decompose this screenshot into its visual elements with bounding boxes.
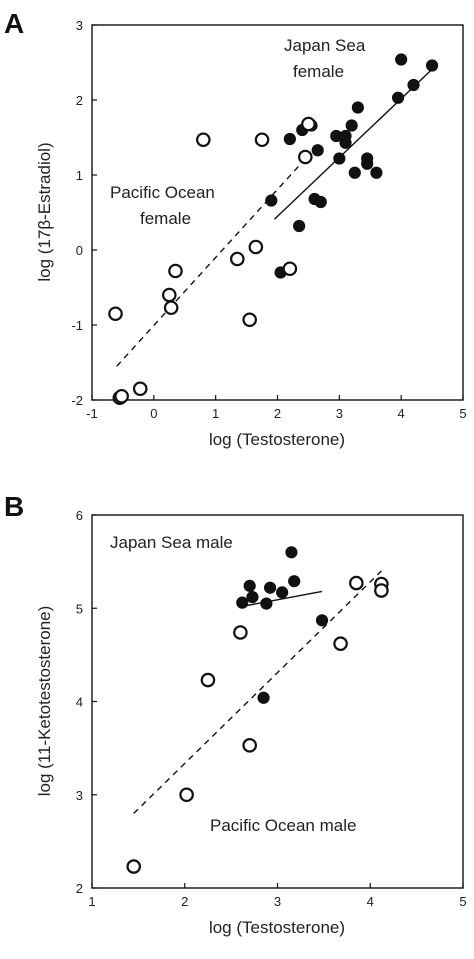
- x-tick-label: 1: [212, 406, 219, 421]
- y-tick-label: 2: [76, 93, 83, 108]
- point-open: [179, 787, 194, 803]
- point-filled: [339, 136, 352, 149]
- x-tick-label: 2: [274, 406, 281, 421]
- point-filled: [315, 614, 329, 627]
- y-tick-label: 6: [76, 508, 83, 523]
- annotation-female-japan-a: female: [293, 62, 344, 81]
- point-open: [233, 625, 248, 640]
- point-open: [282, 261, 298, 277]
- fit-lines-b: [133, 570, 382, 814]
- point-filled: [395, 53, 408, 66]
- y-tick-label: -2: [71, 393, 83, 408]
- x-axis-label-b: log (Testosterone): [209, 918, 345, 937]
- y-tick-label: 5: [76, 601, 83, 616]
- data-points-a: [108, 53, 439, 406]
- point-filled: [370, 166, 383, 179]
- annotation-japan-sea-male-b: Japan Sea male: [110, 533, 233, 552]
- point-open: [196, 132, 211, 148]
- point-filled: [333, 152, 346, 165]
- fit-line-b-pacific: [133, 570, 382, 814]
- point-open: [242, 738, 257, 753]
- point-filled: [246, 590, 259, 604]
- annotation-female-pacific-a: female: [140, 209, 191, 228]
- y-tick-label: 3: [76, 18, 83, 33]
- y-tick-label: 4: [76, 695, 83, 710]
- point-open: [242, 312, 257, 328]
- point-open: [230, 251, 245, 267]
- y-tick-label: -1: [71, 318, 83, 333]
- x-tick-label: 4: [398, 406, 405, 421]
- y-tick-label: 1: [76, 168, 83, 183]
- point-filled: [236, 596, 249, 609]
- point-open: [161, 287, 177, 303]
- point-filled: [293, 219, 306, 233]
- point-filled: [351, 101, 364, 114]
- x-tick-label: 2: [181, 894, 188, 909]
- annotation-pacific-ocean-a: Pacific Ocean: [110, 183, 215, 202]
- point-open: [349, 575, 364, 591]
- point-filled: [345, 119, 358, 132]
- x-tick-label: 1: [88, 894, 95, 909]
- point-filled: [348, 166, 361, 179]
- panel-label-b: B: [4, 491, 24, 522]
- point-filled: [407, 78, 420, 92]
- fit-line-b-japan: [242, 590, 323, 608]
- x-tick-label: -1: [86, 406, 98, 421]
- point-open: [114, 388, 129, 404]
- annotation-japan-sea-a: Japan Sea: [284, 36, 366, 55]
- point-open: [200, 672, 216, 688]
- point-filled: [276, 586, 289, 599]
- point-filled: [361, 152, 374, 165]
- x-tick-label: 3: [336, 406, 343, 421]
- point-filled: [243, 579, 256, 592]
- point-filled: [257, 691, 270, 704]
- x-tick-label: 0: [150, 406, 157, 421]
- point-open: [333, 636, 348, 651]
- x-tick-label: 3: [274, 894, 281, 909]
- point-filled: [425, 59, 439, 72]
- x-tick-label: 5: [459, 894, 466, 909]
- point-filled: [285, 546, 298, 559]
- y-axis-label-a: log (17β-Estradiol): [35, 142, 54, 281]
- point-open: [108, 306, 123, 322]
- y-tick-label: 2: [76, 881, 83, 896]
- point-open: [254, 132, 270, 148]
- point-filled: [260, 597, 273, 610]
- point-filled: [283, 132, 296, 146]
- y-tick-label: 0: [76, 243, 83, 258]
- x-axis-label-a: log (Testosterone): [209, 430, 345, 449]
- point-open: [132, 381, 148, 397]
- x-tick-label: 5: [459, 406, 466, 421]
- fit-lines-a: [116, 68, 433, 367]
- fit-line-a-pacific: [116, 161, 303, 367]
- point-open: [168, 263, 183, 279]
- fit-line-a-japan: [273, 68, 433, 220]
- point-open: [163, 300, 179, 316]
- x-tick-label: 4: [367, 894, 374, 909]
- y-axis-label-b: log (11-Ketotestosterone): [35, 606, 54, 797]
- point-open: [248, 239, 264, 255]
- point-open: [374, 583, 389, 598]
- point-filled: [391, 91, 405, 104]
- point-filled: [263, 581, 277, 594]
- point-open: [301, 116, 316, 132]
- point-open: [298, 149, 313, 165]
- point-open: [126, 859, 142, 874]
- point-filled: [288, 575, 301, 588]
- point-filled: [314, 195, 327, 209]
- data-points-b: [126, 546, 389, 874]
- annotation-pacific-ocean-male-b: Pacific Ocean male: [210, 816, 356, 835]
- point-filled: [311, 144, 324, 157]
- point-filled: [265, 194, 278, 207]
- y-tick-label: 3: [76, 788, 83, 803]
- panel-label-a: A: [4, 8, 24, 39]
